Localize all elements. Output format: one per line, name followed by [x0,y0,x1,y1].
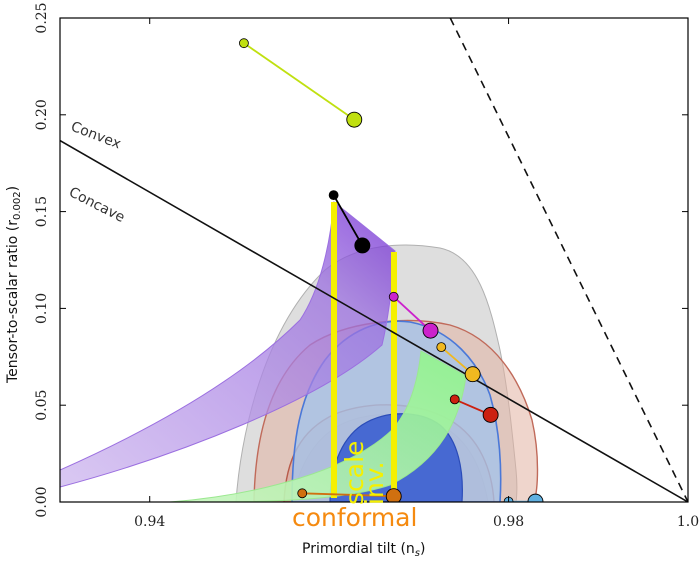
series-0-line [243,42,355,121]
axis-ticks: 0.94 0.98 1.0 0.00 0.05 0.10 0.15 0.20 0.25 [34,2,699,530]
series-4-point-small [449,394,460,405]
series-0-point-large [346,111,363,128]
y-axis-label-main: Tensor-to-scalar ratio (r [5,220,21,384]
plot-frame [59,17,689,503]
y-tick-label: 0.10 [34,293,50,324]
x-tick-label: 0.94 [134,514,165,530]
series-0-point-small [239,38,249,49]
series-4-point-large [482,406,499,423]
series-2-line [393,296,432,332]
y-tick-label: 0.25 [34,2,50,33]
y-tick-label: 0.15 [34,196,50,227]
reference-lines [60,18,688,502]
scale-annotation: scale [340,441,369,505]
x-axis-label-sub: s [415,548,420,559]
reference-line-dashed [449,18,688,502]
concave-label: Concave [66,184,127,226]
data-series [239,38,544,502]
y-axis-label: Tensor-to-scalar ratio (r0.002) [5,186,23,384]
y-axis-label-sub: 0.002 [12,191,23,220]
yellow-bar-right [391,252,397,498]
x-axis-label-main: Primordial tilt (n [302,541,415,557]
inv-annotation: inv. [360,461,389,505]
series-1-line [332,194,364,246]
convex-label: Convex [69,119,123,153]
series-2-point-large [422,322,439,339]
series-5-line [302,492,394,498]
x-axis-label: Primordial tilt (ns) [302,541,425,559]
conformal-annotation: conformal [292,503,417,532]
series-5-point-small [297,488,308,499]
y-tick-label: 0.20 [34,99,50,130]
series-3-point-large [464,366,481,383]
purple-band [60,201,396,488]
plot-area [60,201,539,502]
series-2-point-small [388,291,399,302]
y-tick-label: 0.05 [34,390,50,421]
x-axis-label-end: ) [420,541,425,557]
x-tick-label: 0.98 [493,514,524,530]
series-3-point-small [436,342,447,353]
series-1-point-large [354,237,371,254]
reference-line-solid [60,139,688,502]
yellow-bar-left [331,202,337,498]
series-1-point-small [328,190,339,201]
y-tick-label: 0.00 [34,486,50,517]
series-5-point-large [385,488,402,502]
x-tick-label: 1.0 [677,514,699,530]
y-axis-label-end: ) [5,186,21,191]
